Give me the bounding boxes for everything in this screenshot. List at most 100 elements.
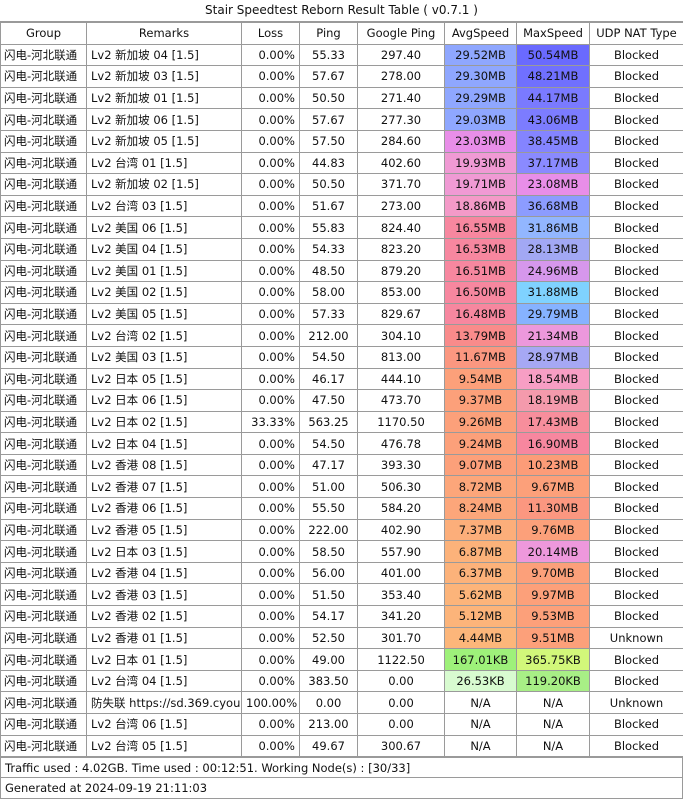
cell-group: 闪电-河北联通 (0, 216, 87, 239)
cell-group: 闪电-河北联通 (0, 237, 87, 261)
cell-remarks: Lv2 日本 02 [1.5] (86, 410, 242, 434)
cell-ping: 0.00 (299, 691, 358, 714)
cell-ping: 57.67 (299, 108, 358, 131)
table-row: 闪电-河北联通 Lv2 香港 02 [1.5] 0.00% 54.17 341.20 5.… (0, 605, 683, 628)
cell-loss: 0.00% (241, 237, 300, 261)
cell-udp-nat-type: Blocked (589, 497, 683, 520)
cell-group: 闪电-河北联通 (0, 108, 87, 131)
cell-google-ping: 0.00 (357, 691, 445, 714)
cell-avg-speed: 16.53MB (444, 237, 517, 261)
cell-remarks: Lv2 日本 04 [1.5] (86, 432, 242, 455)
cell-avg-speed: 29.03MB (444, 108, 517, 131)
cell-google-ping: 271.40 (357, 86, 445, 110)
cell-group: 闪电-河北联通 (0, 669, 87, 693)
cell-udp-nat-type: Blocked (589, 367, 683, 391)
cell-google-ping: 304.10 (357, 324, 445, 347)
cell-group: 闪电-河北联通 (0, 173, 87, 196)
header-group: Group (0, 22, 87, 45)
cell-group: 闪电-河北联通 (0, 626, 87, 650)
cell-loss: 0.00% (241, 389, 300, 412)
cell-loss: 0.00% (241, 324, 300, 347)
cell-loss: 0.00% (241, 216, 300, 239)
cell-google-ping: 273.00 (357, 194, 445, 218)
cell-avg-speed: 16.50MB (444, 281, 517, 304)
table-row: 闪电-河北联通 Lv2 新加坡 05 [1.5] 0.00% 57.50 284.60 2… (0, 129, 683, 153)
cell-google-ping: 476.78 (357, 432, 445, 455)
cell-avg-speed: N/A (444, 734, 517, 758)
cell-avg-speed: 6.37MB (444, 561, 517, 585)
cell-udp-nat-type: Blocked (589, 432, 683, 455)
table-row: 闪电-河北联通 Lv2 美国 06 [1.5] 0.00% 55.83 824.40 16… (0, 216, 683, 239)
cell-remarks: Lv2 台湾 02 [1.5] (86, 324, 242, 347)
cell-group: 闪电-河北联通 (0, 43, 87, 67)
cell-avg-speed: 8.24MB (444, 497, 517, 520)
table-row: 闪电-河北联通 Lv2 香港 07 [1.5] 0.00% 51.00 506.30 8.… (0, 475, 683, 499)
cell-remarks: Lv2 香港 05 [1.5] (86, 518, 242, 542)
cell-google-ping: 297.40 (357, 43, 445, 67)
cell-remarks: Lv2 香港 06 [1.5] (86, 497, 242, 520)
header-row: Group Remarks Loss Ping Google Ping AvgS… (0, 22, 683, 45)
table-row: 闪电-河北联通 Lv2 美国 03 [1.5] 0.00% 54.50 813.00 11… (0, 345, 683, 369)
cell-google-ping: 284.60 (357, 129, 445, 153)
cell-google-ping: 879.20 (357, 259, 445, 283)
cell-loss: 0.00% (241, 648, 300, 671)
table-row: 闪电-河北联通 Lv2 台湾 04 [1.5] 0.00% 383.50 0.00 26.… (0, 669, 683, 693)
cell-google-ping: 557.90 (357, 540, 445, 563)
cell-remarks: Lv2 日本 03 [1.5] (86, 540, 242, 563)
cell-remarks: Lv2 台湾 01 [1.5] (86, 151, 242, 175)
cell-remarks: Lv2 香港 07 [1.5] (86, 475, 242, 499)
table-row: 闪电-河北联通 Lv2 新加坡 02 [1.5] 0.00% 50.50 371.70 1… (0, 173, 683, 196)
cell-max-speed: N/A (516, 691, 590, 714)
cell-udp-nat-type: Blocked (589, 583, 683, 607)
cell-remarks: Lv2 香港 04 [1.5] (86, 561, 242, 585)
cell-udp-nat-type: Blocked (589, 108, 683, 131)
cell-max-speed: 20.14MB (516, 540, 590, 563)
cell-loss: 0.00% (241, 86, 300, 110)
table-row: 闪电-河北联通 Lv2 美国 05 [1.5] 0.00% 57.33 829.67 16… (0, 302, 683, 326)
cell-max-speed: 23.08MB (516, 173, 590, 196)
cell-ping: 55.33 (299, 43, 358, 67)
cell-loss: 100.00% (241, 691, 300, 714)
cell-max-speed: 18.19MB (516, 389, 590, 412)
cell-max-speed: 16.90MB (516, 432, 590, 455)
cell-loss: 0.00% (241, 108, 300, 131)
cell-ping: 47.50 (299, 389, 358, 412)
cell-avg-speed: 19.93MB (444, 151, 517, 175)
cell-google-ping: 402.90 (357, 518, 445, 542)
table-row: 闪电-河北联通 Lv2 香港 04 [1.5] 0.00% 56.00 401.00 6.… (0, 561, 683, 585)
cell-group: 闪电-河北联通 (0, 129, 87, 153)
table-row: 闪电-河北联通 Lv2 香港 08 [1.5] 0.00% 47.17 393.30 9.… (0, 453, 683, 477)
cell-group: 闪电-河北联通 (0, 691, 87, 714)
cell-max-speed: 43.06MB (516, 108, 590, 131)
cell-ping: 47.17 (299, 453, 358, 477)
cell-max-speed: N/A (516, 713, 590, 736)
cell-remarks: 防失联 https://sd.369.cyou (86, 691, 242, 714)
cell-udp-nat-type: Blocked (589, 518, 683, 542)
cell-group: 闪电-河北联通 (0, 497, 87, 520)
cell-loss: 0.00% (241, 259, 300, 283)
cell-loss: 0.00% (241, 669, 300, 693)
cell-ping: 56.00 (299, 561, 358, 585)
cell-remarks: Lv2 香港 03 [1.5] (86, 583, 242, 607)
cell-group: 闪电-河北联通 (0, 324, 87, 347)
cell-group: 闪电-河北联通 (0, 561, 87, 585)
cell-udp-nat-type: Blocked (589, 43, 683, 67)
cell-avg-speed: 18.86MB (444, 194, 517, 218)
cell-group: 闪电-河北联通 (0, 259, 87, 283)
cell-udp-nat-type: Unknown (589, 626, 683, 650)
table-row: 闪电-河北联通 Lv2 日本 04 [1.5] 0.00% 54.50 476.78 9.… (0, 432, 683, 455)
cell-group: 闪电-河北联通 (0, 65, 87, 88)
cell-ping: 58.50 (299, 540, 358, 563)
cell-group: 闪电-河北联通 (0, 540, 87, 563)
table-row: 闪电-河北联通 Lv2 香港 06 [1.5] 0.00% 55.50 584.20 8.… (0, 497, 683, 520)
cell-google-ping: 300.67 (357, 734, 445, 758)
cell-remarks: Lv2 台湾 06 [1.5] (86, 713, 242, 736)
header-ping: Ping (299, 22, 358, 45)
cell-loss: 0.00% (241, 475, 300, 499)
cell-ping: 54.33 (299, 237, 358, 261)
cell-loss: 0.00% (241, 151, 300, 175)
cell-loss: 0.00% (241, 734, 300, 758)
cell-avg-speed: 7.37MB (444, 518, 517, 542)
cell-loss: 33.33% (241, 410, 300, 434)
cell-loss: 0.00% (241, 43, 300, 67)
